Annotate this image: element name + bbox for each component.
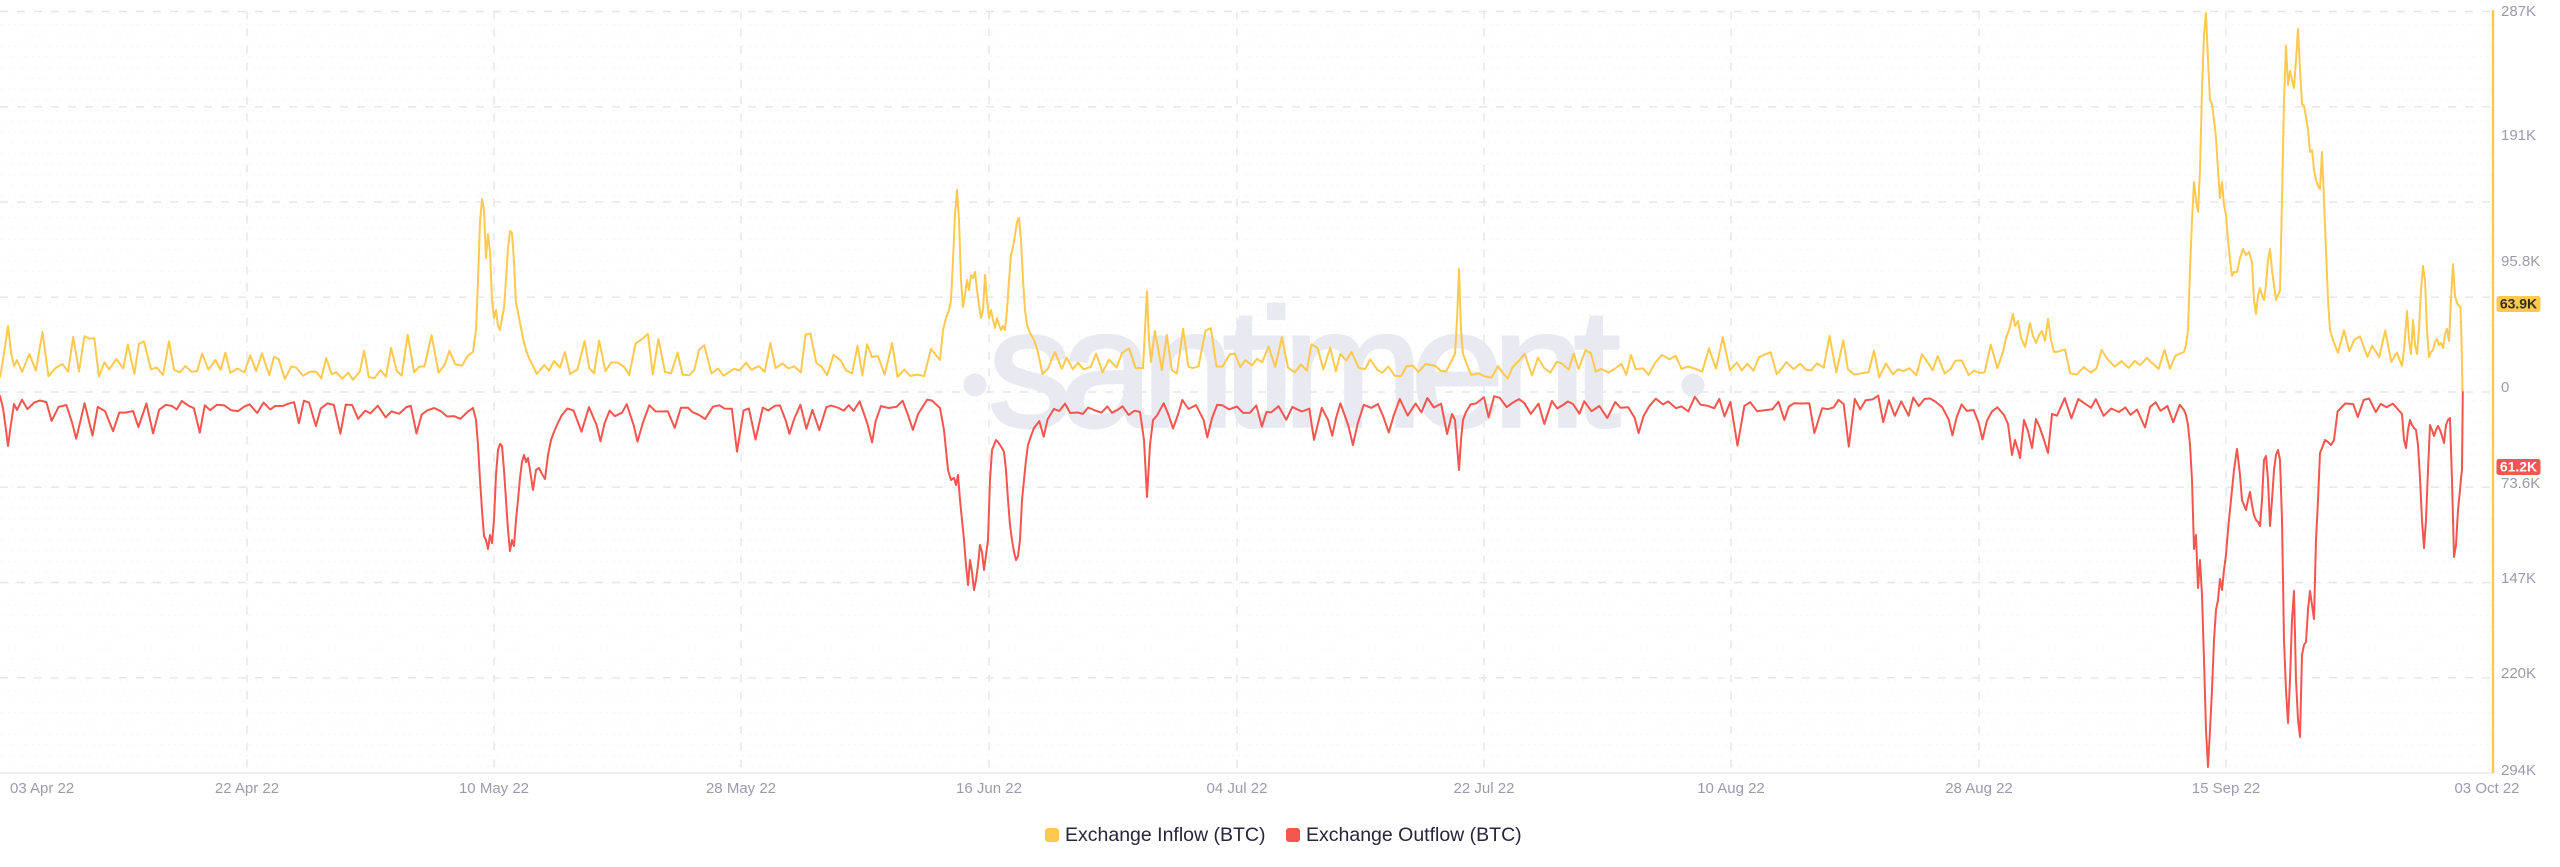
svg-text:Exchange Inflow (BTC): Exchange Inflow (BTC) (1065, 824, 1266, 846)
svg-text:10 Aug 22: 10 Aug 22 (1697, 780, 1765, 797)
svg-text:191K: 191K (2501, 127, 2536, 144)
svg-text:28 May 22: 28 May 22 (706, 780, 776, 797)
svg-text:22 Apr 22: 22 Apr 22 (215, 780, 279, 797)
svg-text:61.2K: 61.2K (2500, 459, 2537, 475)
svg-text:287K: 287K (2501, 3, 2536, 20)
svg-text:16 Jun 22: 16 Jun 22 (956, 780, 1022, 797)
svg-text:95.8K: 95.8K (2501, 253, 2540, 270)
svg-text:10 May 22: 10 May 22 (459, 780, 529, 797)
svg-text:15 Sep 22: 15 Sep 22 (2192, 780, 2260, 797)
svg-text:294K: 294K (2501, 762, 2536, 779)
svg-text:220K: 220K (2501, 665, 2536, 682)
svg-text:147K: 147K (2501, 570, 2536, 587)
svg-text:03 Oct 22: 03 Oct 22 (2454, 780, 2519, 797)
svg-text:03 Apr 22: 03 Apr 22 (10, 780, 74, 797)
svg-text:Exchange Outflow (BTC): Exchange Outflow (BTC) (1306, 824, 1522, 846)
svg-text:73.6K: 73.6K (2501, 475, 2540, 492)
svg-text:22 Jul 22: 22 Jul 22 (1454, 780, 1515, 797)
svg-text:0: 0 (2501, 379, 2509, 396)
svg-text:28 Aug 22: 28 Aug 22 (1945, 780, 2013, 797)
svg-text:04 Jul 22: 04 Jul 22 (1207, 780, 1268, 797)
svg-text:63.9K: 63.9K (2500, 296, 2537, 312)
svg-text:santiment: santiment (988, 274, 1620, 462)
